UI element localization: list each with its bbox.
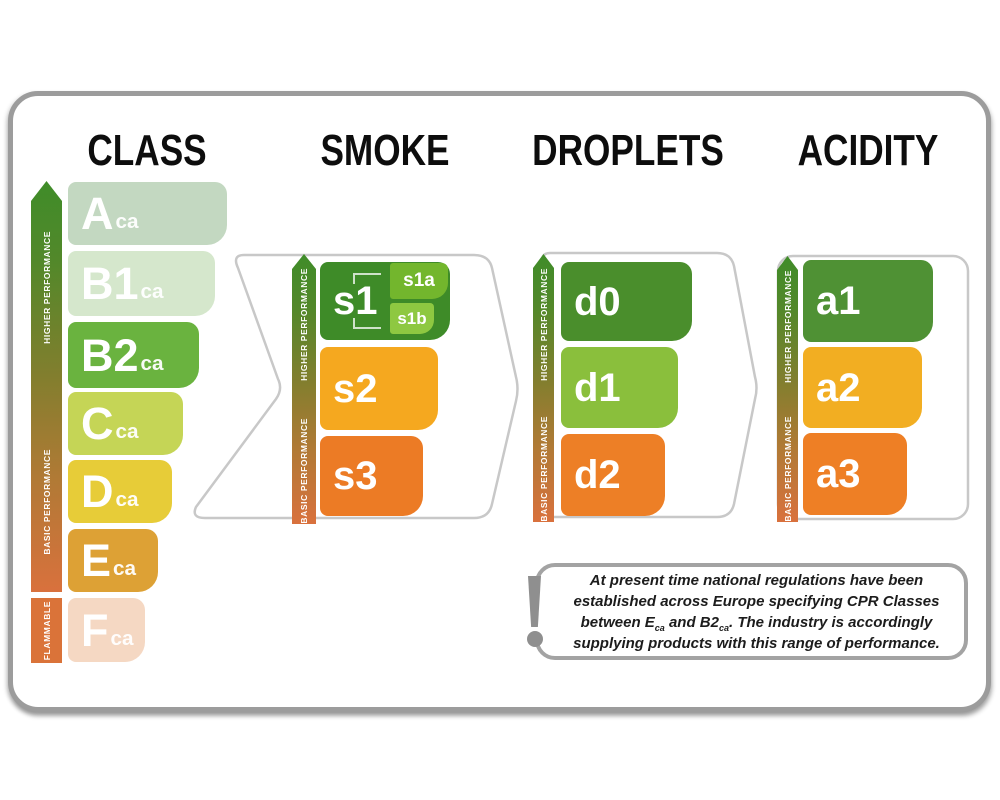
header-smoke: SMOKE	[320, 126, 450, 175]
performance-scale-acidity: HIGHER PERFORMANCE BASIC PERFORMANCE	[777, 256, 798, 522]
note-subscript: ca	[654, 622, 665, 633]
flow-arrow-outline-smoke	[193, 253, 519, 520]
scale-label-higher: HIGHER PERFORMANCE	[41, 230, 52, 344]
header-class: CLASS	[87, 126, 207, 175]
scale-label-basic: BASIC PERFORMANCE	[782, 416, 793, 522]
header-droplets: DROPLETS	[532, 126, 724, 175]
scale-label-higher: HIGHER PERFORMANCE	[782, 269, 793, 383]
header-acidity: ACIDITY	[797, 126, 939, 175]
flammable-scale-segment: FLAMMABLE	[31, 598, 62, 663]
flow-arrow-outline-droplets	[540, 251, 758, 519]
scale-label-flammable: FLAMMABLE	[41, 600, 52, 661]
scale-label-basic: BASIC PERFORMANCE	[299, 418, 309, 524]
scale-label-higher: HIGHER PERFORMANCE	[538, 267, 549, 381]
exclamation-dot-icon	[527, 631, 543, 647]
scale-label-basic: BASIC PERFORMANCE	[41, 449, 52, 555]
performance-scale-droplets: HIGHER PERFORMANCE BASIC PERFORMANCE	[533, 254, 554, 522]
flow-outline-acidity	[776, 254, 970, 521]
performance-scale-class: HIGHER PERFORMANCE BASIC PERFORMANCE	[31, 181, 62, 592]
note-subscript: ca	[718, 622, 729, 633]
exclamation-icon	[528, 576, 541, 627]
note-box: At present time national regulations hav…	[535, 563, 968, 660]
scale-label-higher: HIGHER PERFORMANCE	[299, 267, 309, 381]
scale-label-basic: BASIC PERFORMANCE	[538, 416, 549, 522]
performance-scale-smoke: HIGHER PERFORMANCE BASIC PERFORMANCE	[292, 254, 316, 524]
note-text: At present time national regulations hav…	[573, 571, 940, 652]
